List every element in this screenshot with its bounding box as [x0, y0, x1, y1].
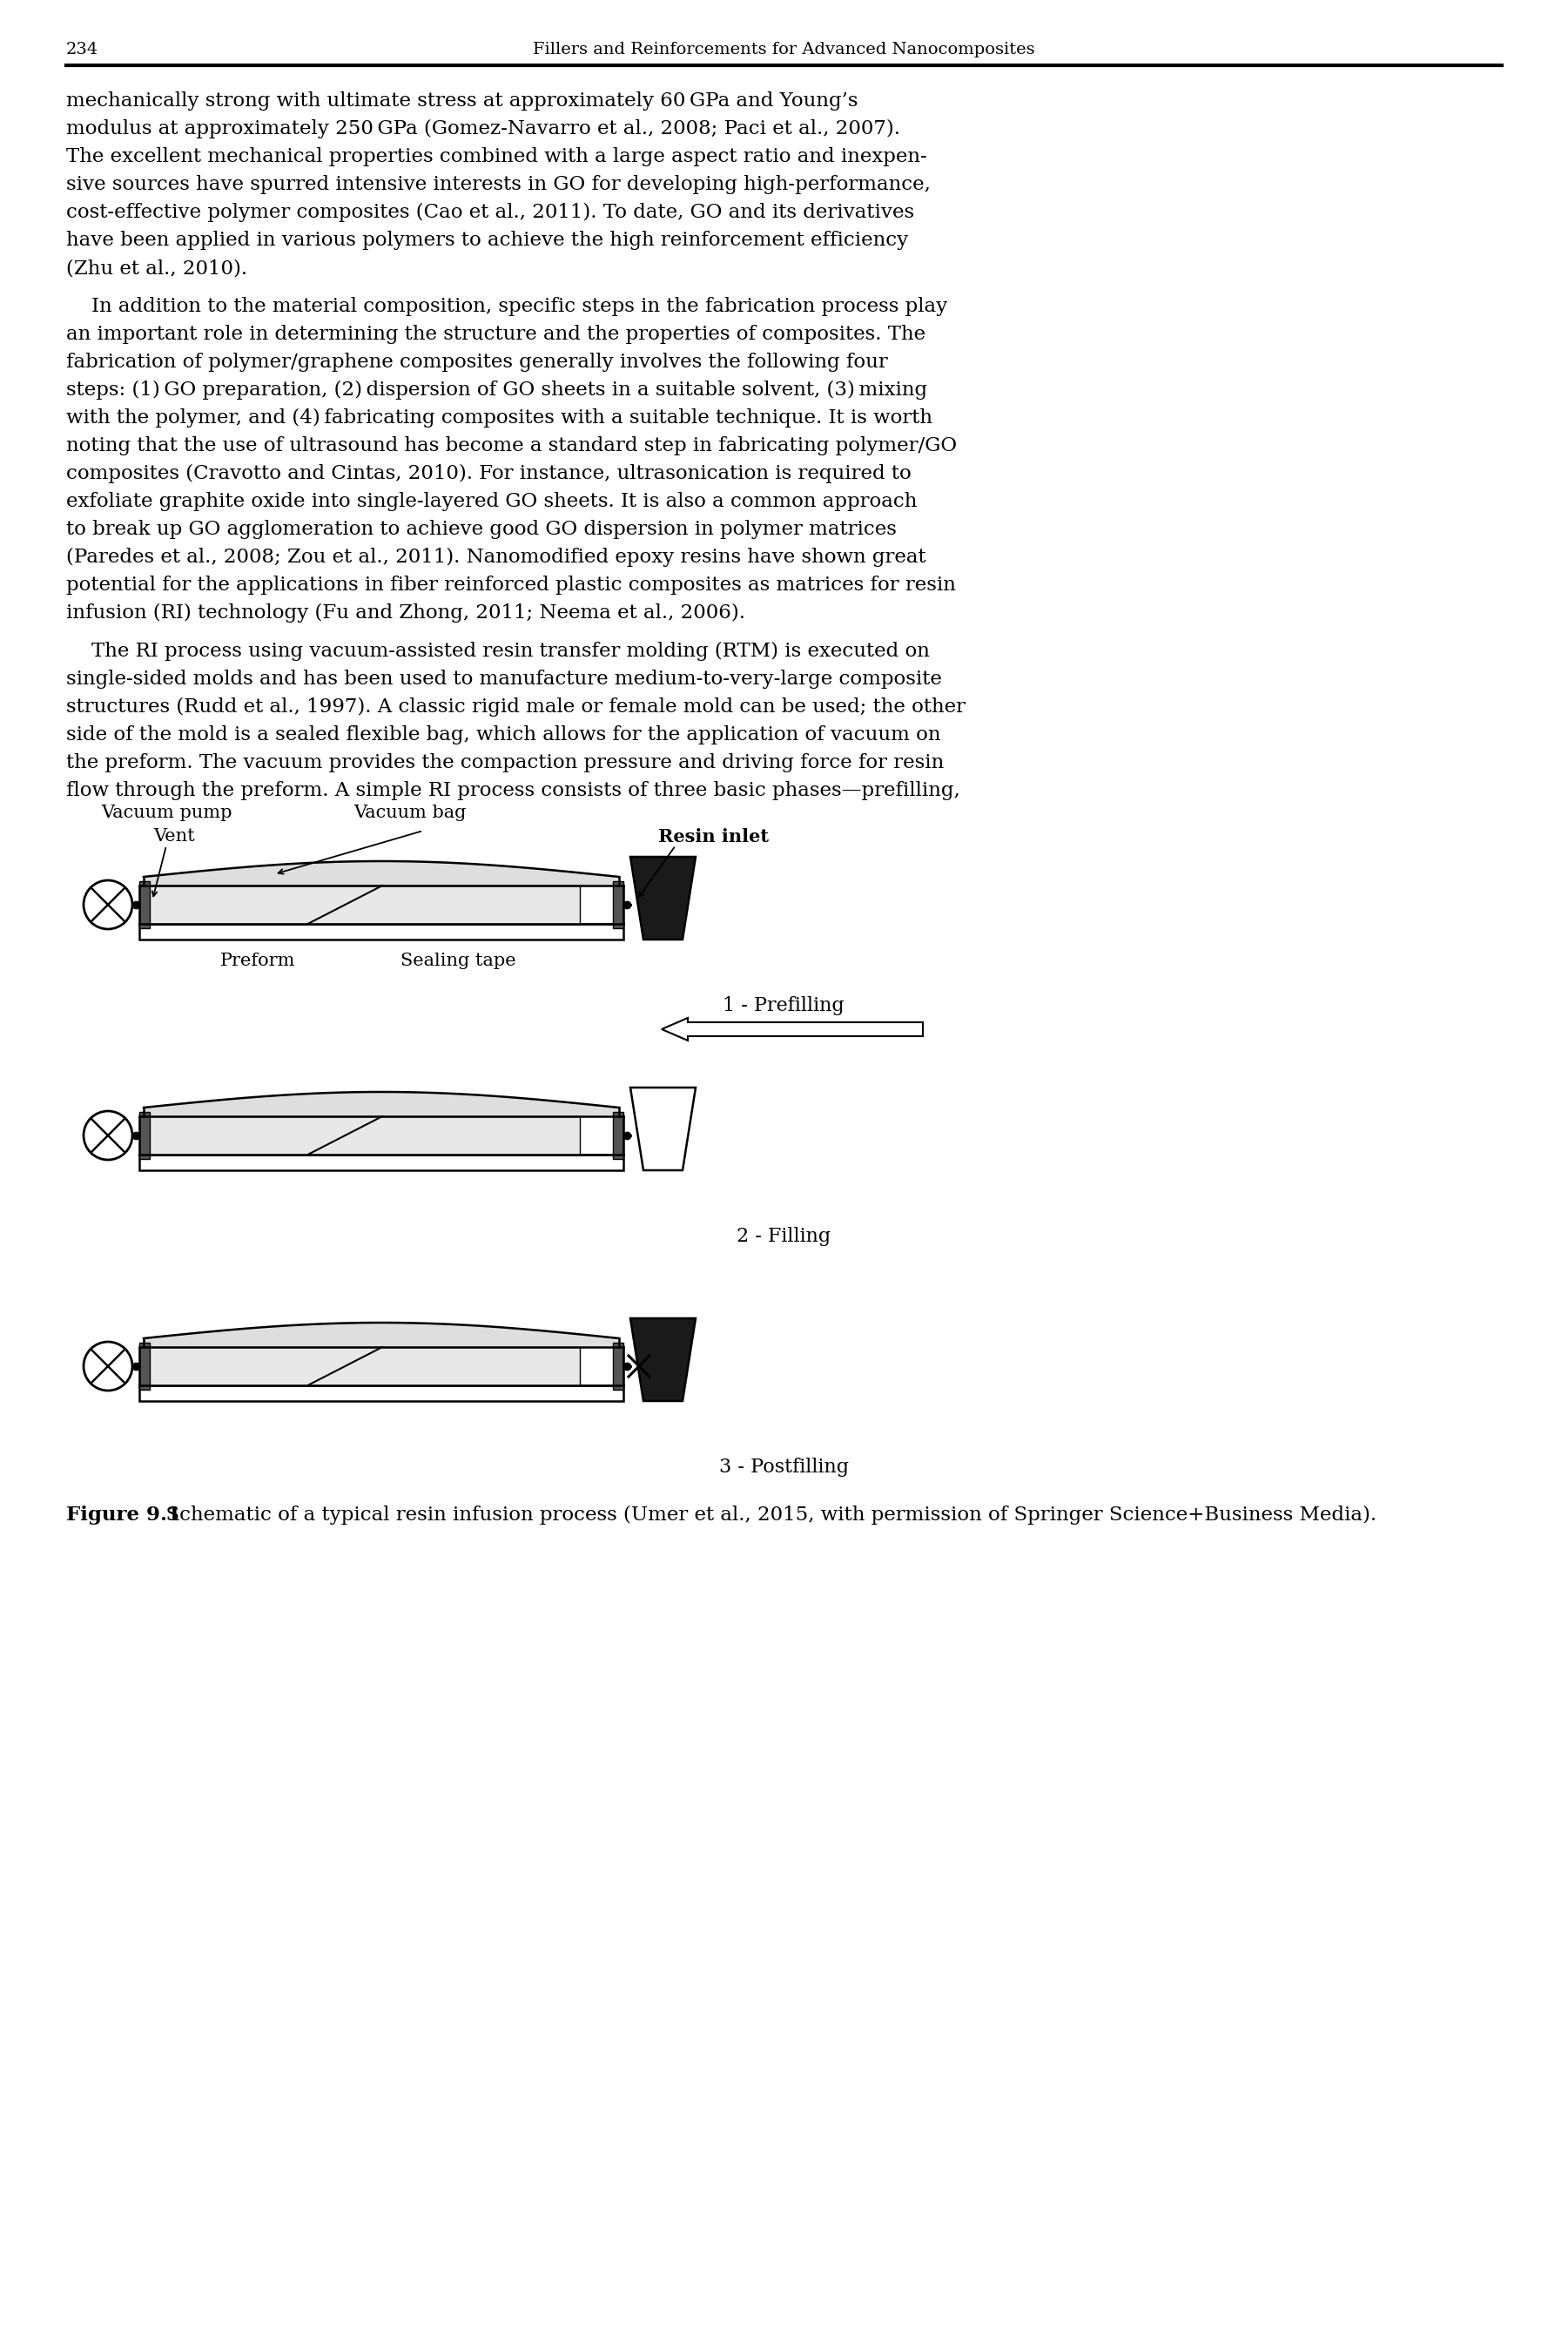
Text: with the polymer, and (4) fabricating composites with a suitable technique. It i: with the polymer, and (4) fabricating co… [66, 409, 933, 428]
Text: exfoliate graphite oxide into single-layered GO sheets. It is also a common appr: exfoliate graphite oxide into single-lay… [66, 491, 917, 510]
Text: side of the mold is a sealed flexible bag, which allows for the application of v: side of the mold is a sealed flexible ba… [66, 726, 941, 745]
Text: sive sources have spurred intensive interests in GO for developing high-performa: sive sources have spurred intensive inte… [66, 174, 930, 195]
Bar [613, 1342, 624, 1389]
Text: (Zhu et al., 2010).: (Zhu et al., 2010). [66, 259, 248, 277]
Text: 1 - Prefilling: 1 - Prefilling [723, 997, 844, 1016]
Bar [141, 1117, 580, 1154]
Text: an important role in determining the structure and the properties of composites.: an important role in determining the str… [66, 324, 925, 343]
Text: 234: 234 [66, 42, 99, 56]
Text: potential for the applications in fiber reinforced plastic composites as matrice: potential for the applications in fiber … [66, 576, 956, 595]
Text: have been applied in various polymers to achieve the high reinforcement efficien: have been applied in various polymers to… [66, 230, 908, 249]
Polygon shape [630, 856, 696, 940]
Text: Fillers and Reinforcements for Advanced Nanocomposites: Fillers and Reinforcements for Advanced … [533, 42, 1035, 56]
Polygon shape [630, 1089, 696, 1171]
Circle shape [83, 879, 132, 929]
FancyArrow shape [662, 1018, 924, 1041]
Text: mechanically strong with ultimate stress at approximately 60 GPa and Young’s: mechanically strong with ultimate stress… [66, 92, 858, 110]
Bar [613, 882, 624, 929]
Text: steps: (1) GO preparation, (2) dispersion of GO sheets in a suitable solvent, (3: steps: (1) GO preparation, (2) dispersio… [66, 381, 927, 400]
Text: flow through the preform. A simple RI process consists of three basic phases—pre: flow through the preform. A simple RI pr… [66, 781, 960, 799]
Bar [141, 886, 580, 924]
Bar [140, 882, 151, 929]
Text: Figure 9.1: Figure 9.1 [66, 1505, 180, 1526]
Circle shape [83, 1112, 132, 1159]
Text: to break up GO agglomeration to achieve good GO dispersion in polymer matrices: to break up GO agglomeration to achieve … [66, 520, 897, 538]
Text: 2 - Filling: 2 - Filling [737, 1227, 831, 1246]
Text: Preform: Preform [220, 952, 295, 969]
Bar [140, 924, 624, 940]
Text: The excellent mechanical properties combined with a large aspect ratio and inexp: The excellent mechanical properties comb… [66, 148, 927, 167]
Text: the preform. The vacuum provides the compaction pressure and driving force for r: the preform. The vacuum provides the com… [66, 752, 944, 773]
Bar [613, 1112, 624, 1159]
Text: cost-effective polymer composites (Cao et al., 2011). To date, GO and its deriva: cost-effective polymer composites (Cao e… [66, 202, 914, 221]
Text: structures (Rudd et al., 1997). A classic rigid male or female mold can be used;: structures (Rudd et al., 1997). A classi… [66, 698, 966, 717]
Text: single-sided molds and has been used to manufacture medium-to-very-large composi: single-sided molds and has been used to … [66, 670, 942, 689]
Text: 3 - Postfilling: 3 - Postfilling [718, 1458, 848, 1476]
Text: noting that the use of ultrasound has become a standard step in fabricating poly: noting that the use of ultrasound has be… [66, 437, 956, 456]
Bar [140, 1342, 151, 1389]
Text: Resin inlet: Resin inlet [659, 828, 768, 846]
Text: fabrication of polymer/graphene composites generally involves the following four: fabrication of polymer/graphene composit… [66, 353, 887, 371]
Text: Vacuum bag: Vacuum bag [353, 804, 466, 820]
Text: Sealing tape: Sealing tape [400, 952, 516, 969]
Text: (Paredes et al., 2008; Zou et al., 2011). Nanomodified epoxy resins have shown g: (Paredes et al., 2008; Zou et al., 2011)… [66, 548, 927, 567]
Bar [141, 1347, 580, 1385]
Text: In addition to the material composition, specific steps in the fabrication proce: In addition to the material composition,… [66, 296, 947, 315]
Text: The RI process using vacuum-assisted resin transfer molding (RTM) is executed on: The RI process using vacuum-assisted res… [66, 642, 930, 661]
Text: Schematic of a typical resin infusion process (Umer et al., 2015, with permissio: Schematic of a typical resin infusion pr… [154, 1505, 1377, 1526]
Bar [140, 1112, 151, 1159]
Circle shape [83, 1342, 132, 1389]
Polygon shape [630, 1319, 696, 1401]
Text: modulus at approximately 250 GPa (Gomez-Navarro et al., 2008; Paci et al., 2007): modulus at approximately 250 GPa (Gomez-… [66, 120, 900, 139]
Text: Vacuum pump: Vacuum pump [100, 804, 232, 820]
Text: composites (Cravotto and Cintas, 2010). For instance, ultrasonication is require: composites (Cravotto and Cintas, 2010). … [66, 463, 911, 484]
Text: infusion (RI) technology (Fu and Zhong, 2011; Neema et al., 2006).: infusion (RI) technology (Fu and Zhong, … [66, 604, 745, 623]
Bar [140, 1385, 624, 1401]
Bar [140, 1154, 624, 1171]
Text: Vent: Vent [154, 828, 194, 844]
